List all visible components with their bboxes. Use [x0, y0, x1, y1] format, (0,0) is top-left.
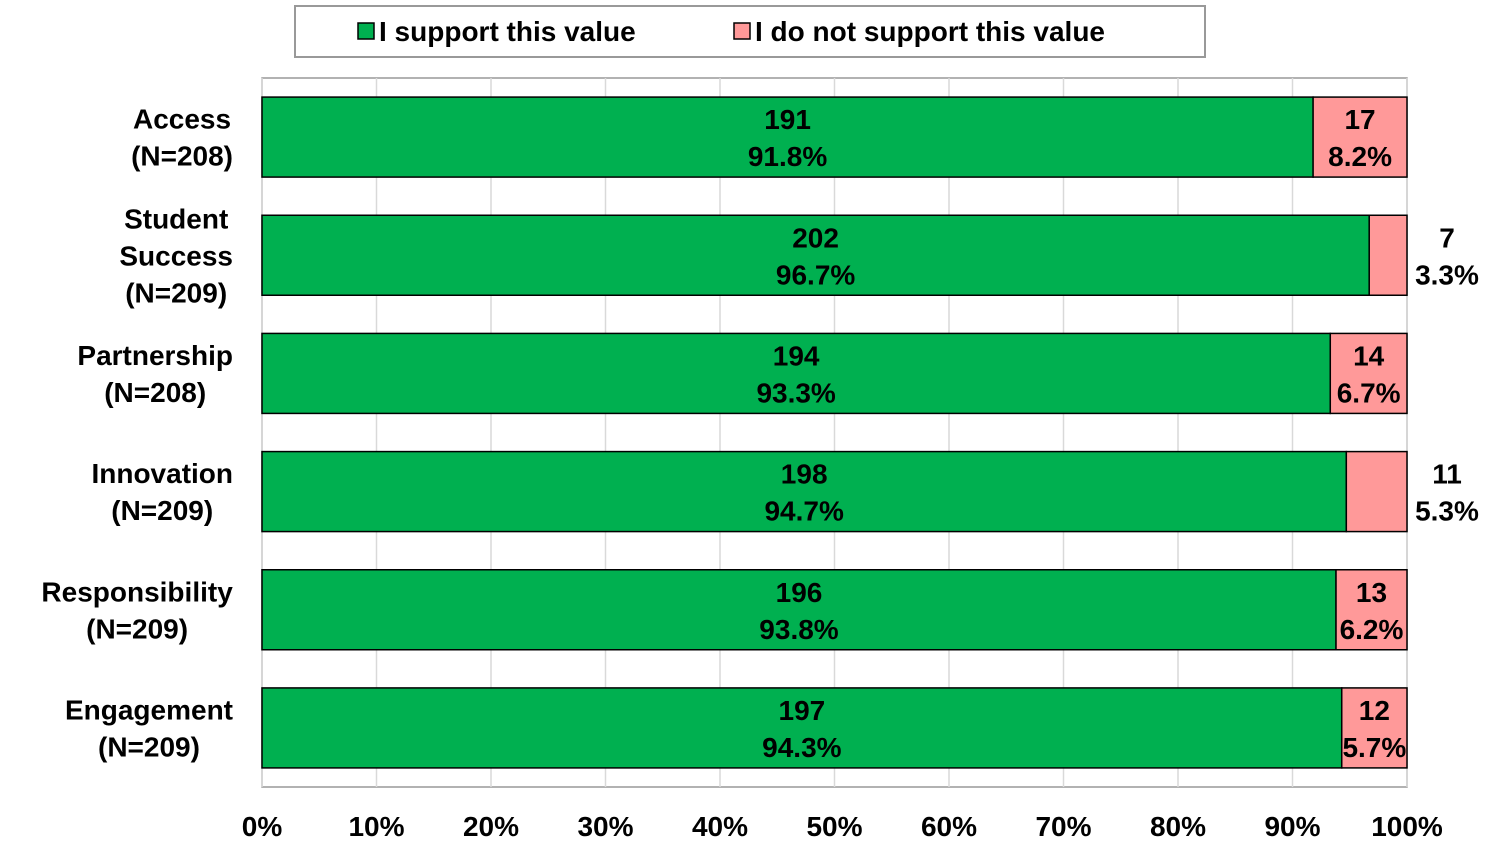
y-tick-label: Partnership (N=208) — [77, 340, 233, 408]
x-tick-label: 20% — [463, 811, 519, 842]
data-label-count: 13 — [1356, 577, 1387, 608]
data-label-count: 194 — [773, 340, 820, 371]
data-label-count: 191 — [764, 104, 811, 135]
x-tick-label: 0% — [242, 811, 283, 842]
data-label-count: 196 — [776, 577, 823, 608]
data-label-percent: 3.3% — [1415, 259, 1479, 290]
bar-segment — [261, 96, 1314, 178]
data-label: 17 8.2% — [1328, 104, 1392, 172]
data-label-count: 11 — [1432, 459, 1462, 490]
bar-segment — [261, 569, 1337, 651]
data-label: 14 6.7% — [1337, 340, 1401, 408]
y-tick-label-line: (N=208) — [104, 377, 206, 408]
x-tick-label: 70% — [1035, 811, 1091, 842]
data-label-count: 12 — [1359, 695, 1390, 726]
y-tick-label-line: Success — [119, 240, 233, 271]
bar-segment — [261, 450, 1348, 533]
x-tick-label: 30% — [577, 811, 633, 842]
data-label: 202 96.7% — [776, 222, 855, 290]
legend-label: I do not support this value — [755, 16, 1105, 47]
data-label-percent: 6.7% — [1337, 377, 1401, 408]
data-label-count: 197 — [779, 695, 826, 726]
y-tick-label-line: (N=209) — [125, 277, 227, 308]
data-label-percent: 94.7% — [764, 496, 843, 527]
y-tick-label-line: Innovation — [91, 458, 233, 489]
bar-segment — [1345, 450, 1408, 533]
bar-segment — [261, 214, 1370, 296]
y-tick-label-line: (N=208) — [131, 141, 233, 172]
bar-segment — [1335, 569, 1408, 651]
data-label-count: 198 — [781, 459, 828, 490]
data-label-percent: 93.3% — [756, 377, 835, 408]
bar-segment — [1368, 214, 1408, 296]
data-label-percent: 8.2% — [1328, 141, 1392, 172]
x-tick-label: 50% — [806, 811, 862, 842]
data-label-percent: 94.3% — [762, 732, 841, 763]
y-tick-label: Access (N=208) — [131, 104, 233, 172]
y-tick-label-line: (N=209) — [111, 495, 213, 526]
data-label: 194 93.3% — [756, 340, 835, 408]
y-tick-label-line: Partnership — [77, 340, 233, 371]
data-label-percent: 5.3% — [1415, 496, 1479, 527]
bar-segment — [261, 332, 1332, 415]
data-label: 198 94.7% — [764, 459, 843, 527]
x-tick-label: 80% — [1150, 811, 1206, 842]
y-tick-label-line: Responsibility — [41, 576, 233, 607]
y-tick-label-line: (N=209) — [86, 613, 188, 644]
legend-swatch — [357, 22, 375, 40]
y-tick-label-line: Engagement — [65, 694, 233, 725]
x-tick-label: 60% — [921, 811, 977, 842]
data-label-percent: 96.7% — [776, 259, 855, 290]
data-label-percent: 93.8% — [759, 614, 838, 645]
data-label-count: 202 — [792, 222, 839, 253]
data-label-percent: 5.7% — [1342, 732, 1406, 763]
legend-swatch — [733, 22, 751, 40]
data-label: 7 3.3% — [1415, 222, 1479, 290]
data-label-count: 14 — [1353, 340, 1385, 371]
data-label: 12 5.7% — [1342, 695, 1406, 763]
x-tick-label: 100% — [1371, 811, 1443, 842]
x-tick-label: 40% — [692, 811, 748, 842]
bar-segment — [1312, 96, 1408, 178]
y-tick-label: Student Success (N=209) — [119, 203, 233, 308]
y-tick-label: Engagement (N=209) — [65, 694, 233, 762]
bar-segment — [1340, 687, 1408, 769]
data-label-percent: 91.8% — [748, 141, 827, 172]
legend-label: I support this value — [379, 16, 636, 47]
y-tick-label: Responsibility (N=209) — [41, 576, 233, 644]
y-tick-label: Innovation (N=209) — [91, 458, 233, 526]
bar-segment — [1329, 332, 1408, 415]
data-label-percent: 6.2% — [1340, 614, 1404, 645]
data-label-count: 7 — [1439, 222, 1455, 253]
data-label: 191 91.8% — [748, 104, 827, 172]
x-tick-label: 10% — [348, 811, 404, 842]
data-label-count: 17 — [1344, 104, 1375, 135]
data-label: 13 6.2% — [1340, 577, 1404, 645]
y-tick-label-line: (N=209) — [98, 731, 200, 762]
data-label: 197 94.3% — [762, 695, 841, 763]
y-tick-label-line: Access — [133, 104, 231, 135]
bar-segment — [261, 687, 1343, 769]
data-label: 196 93.8% — [759, 577, 838, 645]
x-tick-label: 90% — [1264, 811, 1320, 842]
data-label: 11 5.3% — [1415, 459, 1479, 527]
y-tick-label-line: Student — [124, 203, 228, 234]
